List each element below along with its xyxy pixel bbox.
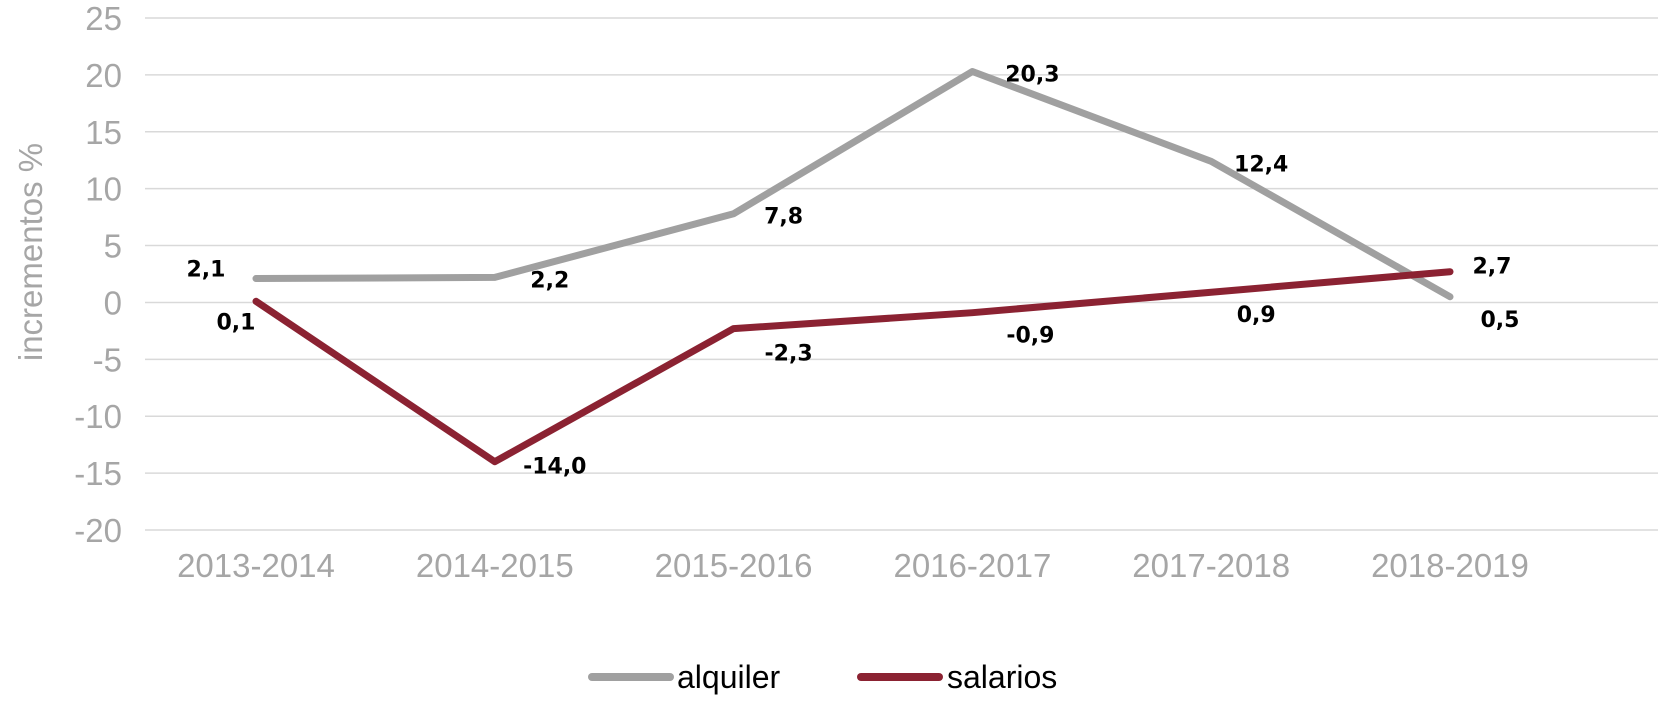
salarios-data-label: 0,9 xyxy=(1237,303,1276,328)
salarios-line xyxy=(252,268,1454,466)
x-tick-label: 2017-2018 xyxy=(1132,547,1290,584)
alquiler-data-label: 7,8 xyxy=(764,205,803,230)
salarios-data-label: -2,3 xyxy=(765,342,813,367)
x-tick-label: 2016-2017 xyxy=(893,547,1051,584)
y-tick-label: 25 xyxy=(85,0,122,37)
legend-label-salarios: salarios xyxy=(947,659,1057,695)
x-tick-label: 2013-2014 xyxy=(177,547,335,584)
alquiler-data-label: 2,1 xyxy=(187,258,226,283)
x-tick-label: 2014-2015 xyxy=(416,547,574,584)
y-tick-label: 10 xyxy=(85,171,122,208)
y-tick-label: 5 xyxy=(104,228,122,265)
y-tick-label: -15 xyxy=(74,455,122,492)
alquiler-data-label: 2,2 xyxy=(530,268,569,293)
x-tick-label: 2015-2016 xyxy=(655,547,813,584)
series-lines xyxy=(252,67,1454,466)
alquiler-data-label: 12,4 xyxy=(1234,152,1288,177)
x-tick-label: 2018-2019 xyxy=(1371,547,1529,584)
y-tick-label: -10 xyxy=(74,398,122,435)
y-tick-label: 0 xyxy=(104,284,122,321)
legend-item-salarios[interactable]: salarios xyxy=(857,659,1057,695)
salarios-data-label: -14,0 xyxy=(523,455,586,480)
x-axis-ticks: 2013-2014 2014-2015 2015-2016 2016-2017 2017… xyxy=(177,547,1529,584)
alquiler-data-label: 20,3 xyxy=(1005,62,1059,87)
alquiler-line xyxy=(252,67,1454,301)
legend: alquiler salarios xyxy=(588,659,1057,695)
y-tick-label: 15 xyxy=(85,114,122,151)
legend-label-alquiler: alquiler xyxy=(677,659,781,695)
y-axis-ticks: 25 20 15 10 5 0 -5 -10 -15 -20 xyxy=(74,0,122,549)
salarios-data-label: 0,1 xyxy=(217,310,256,335)
salarios-data-label: 2,7 xyxy=(1473,255,1512,280)
y-tick-label: -20 xyxy=(74,512,122,549)
salarios-data-label: -0,9 xyxy=(1006,324,1054,349)
alquiler-data-label: 0,5 xyxy=(1481,308,1520,333)
legend-item-alquiler[interactable]: alquiler xyxy=(588,659,781,695)
y-tick-label: -5 xyxy=(93,341,122,378)
data-labels: 2,1 2,2 7,8 20,3 12,4 0,5 0,1 -14,0 -2,3 -0,9 0,9 2… xyxy=(187,62,1520,479)
gridlines xyxy=(145,17,1658,531)
y-tick-label: 20 xyxy=(85,57,122,94)
y-axis-label: incrementos % xyxy=(12,143,49,361)
